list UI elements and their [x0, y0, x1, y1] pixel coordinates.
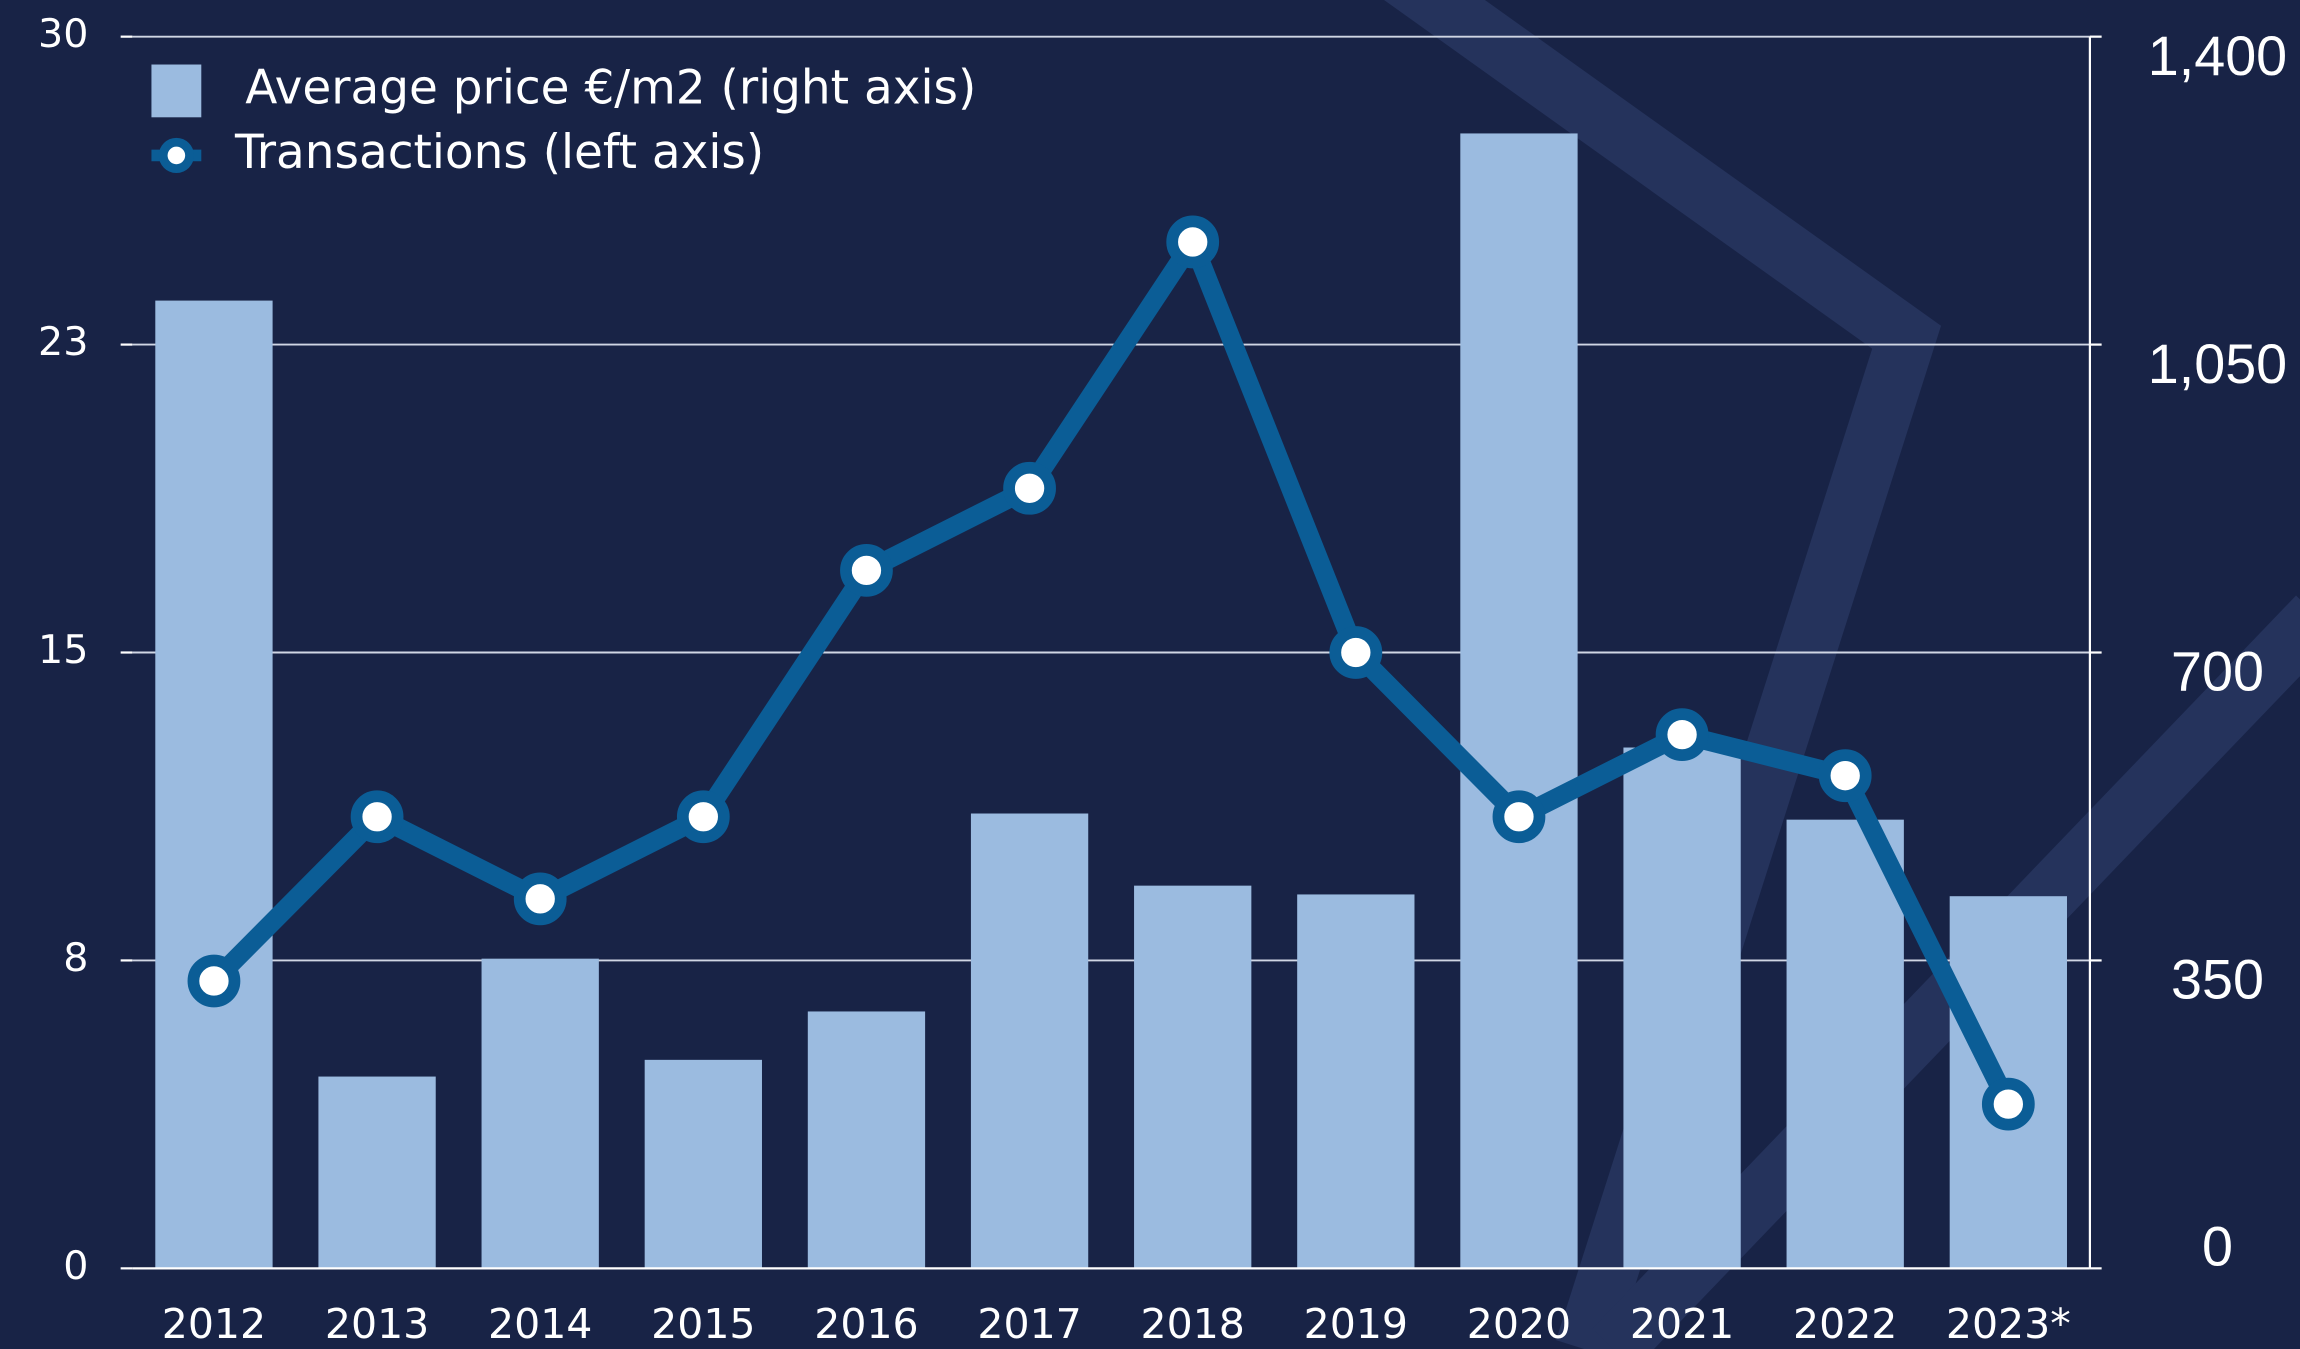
- line-marker: [1166, 215, 1220, 269]
- x-tick-label: 2012: [162, 1300, 266, 1348]
- line-marker: [1003, 461, 1056, 515]
- y2-tick-label: 1,400: [2148, 25, 2287, 87]
- y-tick-label: 0: [63, 1243, 88, 1289]
- bar: [970, 813, 1089, 1269]
- x-tick-label: 2017: [977, 1300, 1081, 1348]
- line-marker: [1818, 749, 1872, 803]
- line-marker: [676, 790, 730, 844]
- bar: [644, 1059, 762, 1269]
- bar: [318, 1076, 436, 1269]
- x-tick-label: 2023*: [1946, 1300, 2071, 1348]
- x-tick-label: 2019: [1304, 1300, 1408, 1348]
- legend-label: Average price €/m2 (right axis): [245, 60, 976, 115]
- line-marker: [350, 790, 404, 844]
- legend-label: Transactions (left axis): [234, 125, 764, 180]
- line-marker: [187, 954, 241, 1008]
- y2-tick-label: 350: [2171, 949, 2264, 1011]
- bar: [1460, 133, 1578, 1269]
- bar: [1297, 894, 1415, 1269]
- bar: [155, 300, 273, 1269]
- y-tick-label: 23: [38, 319, 88, 365]
- x-tick-label: 2022: [1793, 1300, 1897, 1348]
- y2-tick-label: 700: [2171, 641, 2264, 703]
- legend-swatch: [151, 64, 202, 118]
- bar: [1134, 885, 1252, 1269]
- line: [207, 232, 2017, 1109]
- x-tick-label: 2020: [1467, 1300, 1571, 1348]
- bar: [481, 958, 599, 1269]
- line-marker: [1655, 708, 1709, 762]
- line-marker: [1492, 790, 1546, 844]
- y-tick-label: 15: [38, 627, 88, 673]
- bar: [807, 1011, 926, 1269]
- y2-tick-label: 1,050: [2148, 333, 2287, 395]
- x-tick-label: 2013: [325, 1300, 429, 1348]
- line-marker: [840, 543, 893, 597]
- bar: [1623, 747, 1741, 1269]
- bar: [1786, 819, 1904, 1269]
- y-tick-label: 8: [63, 935, 88, 981]
- x-tick-label: 2014: [488, 1300, 592, 1348]
- line-marker: [513, 872, 567, 926]
- y-tick-label: 30: [38, 11, 88, 57]
- x-tick-label: 2018: [1140, 1300, 1244, 1348]
- x-tick-label: 2015: [651, 1300, 755, 1348]
- line-marker: [1981, 1077, 2035, 1131]
- line-marker: [1329, 626, 1383, 679]
- y2-tick-label: 0: [2202, 1215, 2233, 1277]
- x-tick-label: 2016: [814, 1300, 918, 1348]
- x-tick-label: 2021: [1630, 1300, 1734, 1348]
- legend-swatch: [158, 137, 194, 174]
